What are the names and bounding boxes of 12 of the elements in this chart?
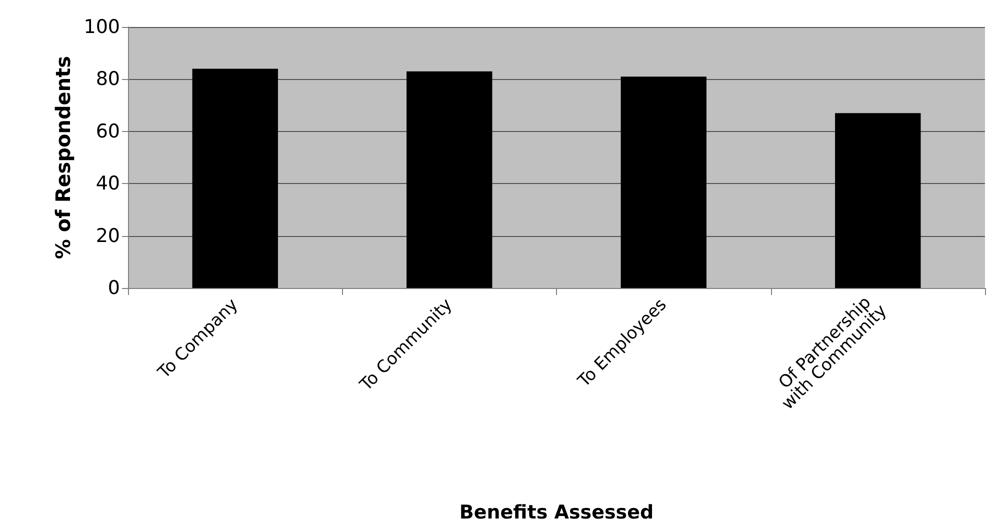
- y-tick-label: 40: [96, 172, 120, 195]
- y-axis-title: % of Respondents: [50, 56, 75, 260]
- bar: [835, 113, 921, 288]
- y-tick-label: 80: [96, 68, 120, 90]
- bar: [192, 68, 278, 288]
- y-tick-label: 100: [84, 16, 120, 38]
- bar: [406, 71, 492, 288]
- x-axis-title: Benefits Assessed: [459, 502, 654, 524]
- y-tick-label: 20: [96, 224, 120, 247]
- y-tick-label: 60: [96, 120, 120, 142]
- y-tick-label: 0: [108, 277, 120, 299]
- bar: [620, 76, 706, 288]
